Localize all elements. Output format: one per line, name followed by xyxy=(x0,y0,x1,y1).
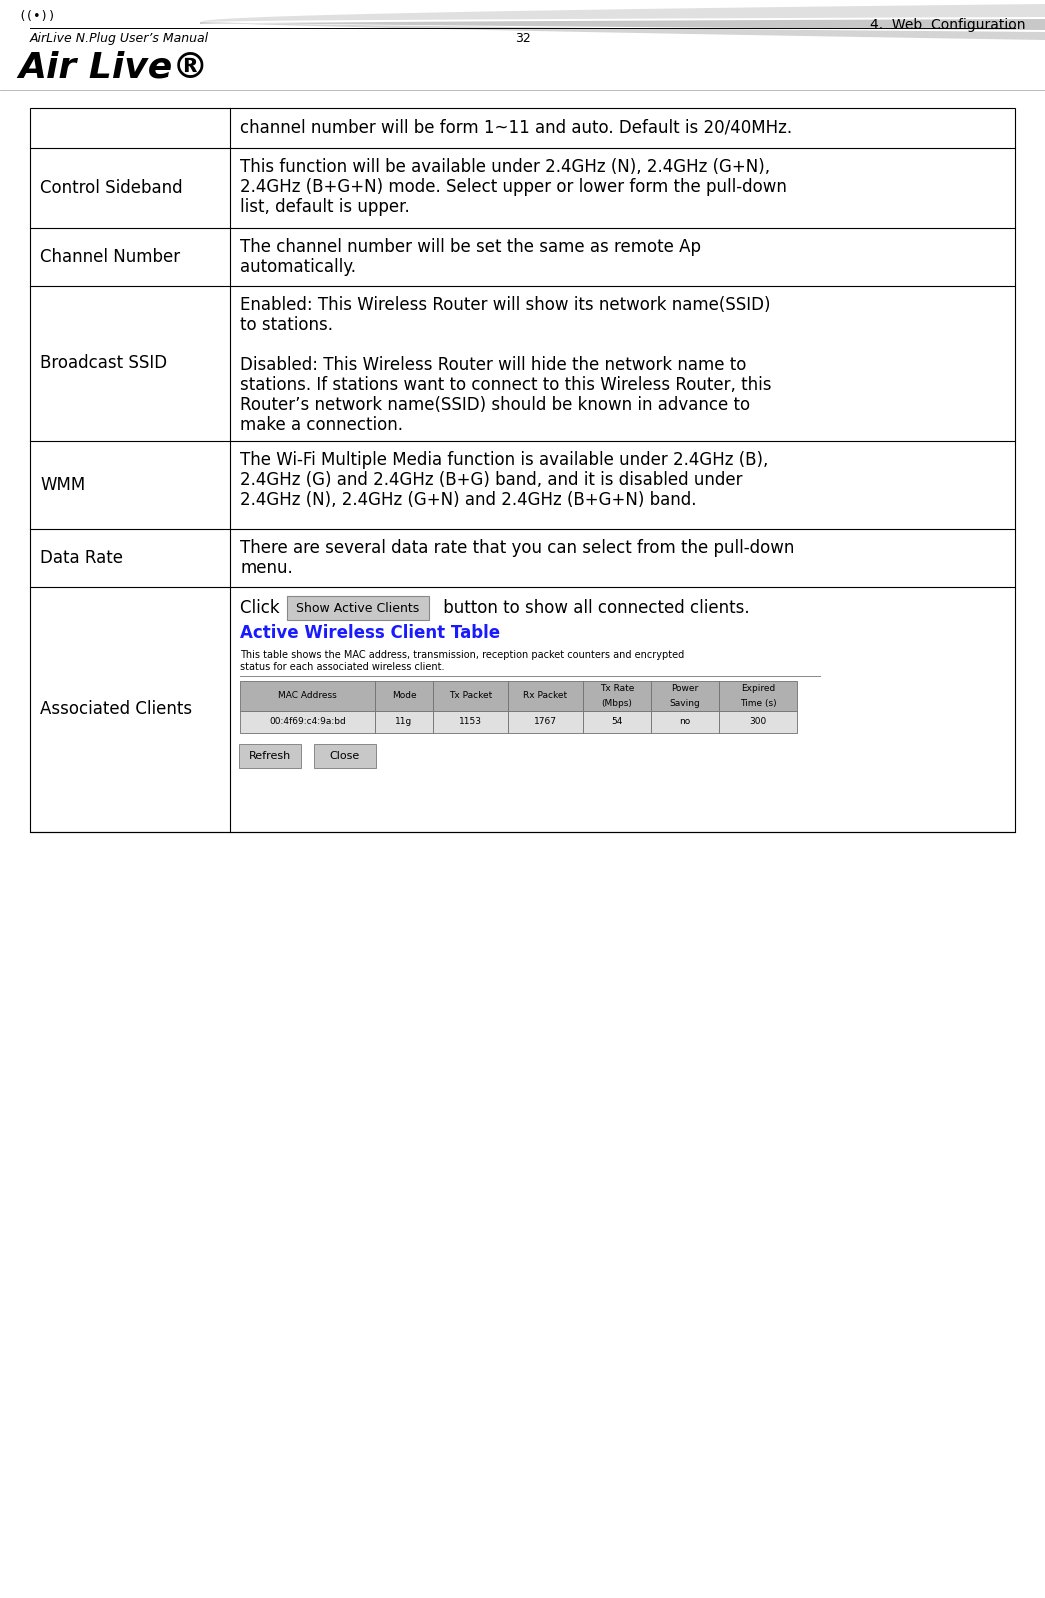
Text: list, default is upper.: list, default is upper. xyxy=(240,198,410,216)
Text: automatically.: automatically. xyxy=(240,257,356,276)
Text: Expired: Expired xyxy=(741,684,775,694)
FancyBboxPatch shape xyxy=(239,745,301,769)
Text: Air Live®: Air Live® xyxy=(18,51,208,85)
FancyBboxPatch shape xyxy=(719,711,797,733)
Text: 1153: 1153 xyxy=(459,718,482,727)
FancyBboxPatch shape xyxy=(651,711,719,733)
Polygon shape xyxy=(200,22,1045,40)
Text: menu.: menu. xyxy=(240,559,293,577)
FancyBboxPatch shape xyxy=(719,681,797,711)
Text: Power: Power xyxy=(671,684,699,694)
Text: 32: 32 xyxy=(514,32,531,45)
FancyBboxPatch shape xyxy=(508,681,583,711)
FancyBboxPatch shape xyxy=(287,596,429,620)
Text: Refresh: Refresh xyxy=(249,751,292,761)
Text: Channel Number: Channel Number xyxy=(40,248,180,265)
Text: Click: Click xyxy=(240,599,285,617)
FancyBboxPatch shape xyxy=(240,711,375,733)
Text: ((•)): ((•)) xyxy=(18,10,55,22)
FancyBboxPatch shape xyxy=(651,681,719,711)
Text: 2.4GHz (N), 2.4GHz (G+N) and 2.4GHz (B+G+N) band.: 2.4GHz (N), 2.4GHz (G+N) and 2.4GHz (B+G… xyxy=(240,491,697,510)
Text: 00:4f69:c4:9a:bd: 00:4f69:c4:9a:bd xyxy=(270,718,346,727)
Text: Mode: Mode xyxy=(392,692,416,700)
Text: Rx Packet: Rx Packet xyxy=(524,692,567,700)
Text: Tx Rate: Tx Rate xyxy=(600,684,634,694)
Text: button to show all connected clients.: button to show all connected clients. xyxy=(438,599,749,617)
Text: Show Active Clients: Show Active Clients xyxy=(297,601,420,615)
FancyBboxPatch shape xyxy=(314,745,376,769)
Text: Control Sideband: Control Sideband xyxy=(40,179,183,197)
Text: 2.4GHz (G) and 2.4GHz (B+G) band, and it is disabled under: 2.4GHz (G) and 2.4GHz (B+G) band, and it… xyxy=(240,471,743,489)
Text: Time (s): Time (s) xyxy=(740,698,776,708)
Polygon shape xyxy=(200,5,1045,22)
Text: Data Rate: Data Rate xyxy=(40,550,123,567)
Text: Active Wireless Client Table: Active Wireless Client Table xyxy=(240,623,501,642)
FancyBboxPatch shape xyxy=(375,681,433,711)
FancyBboxPatch shape xyxy=(240,681,375,711)
Text: Router’s network name(SSID) should be known in advance to: Router’s network name(SSID) should be kn… xyxy=(240,396,750,414)
Text: Associated Clients: Associated Clients xyxy=(40,700,192,719)
Text: stations. If stations want to connect to this Wireless Router, this: stations. If stations want to connect to… xyxy=(240,376,771,395)
Text: to stations.: to stations. xyxy=(240,316,333,334)
Text: 11g: 11g xyxy=(395,718,413,727)
Text: Close: Close xyxy=(330,751,361,761)
Text: This function will be available under 2.4GHz (N), 2.4GHz (G+N),: This function will be available under 2.… xyxy=(240,158,770,176)
Text: This table shows the MAC address, transmission, reception packet counters and en: This table shows the MAC address, transm… xyxy=(240,650,684,660)
Text: The channel number will be set the same as remote Ap: The channel number will be set the same … xyxy=(240,238,701,256)
Text: Tx Packet: Tx Packet xyxy=(449,692,492,700)
Polygon shape xyxy=(200,19,1045,30)
Text: Broadcast SSID: Broadcast SSID xyxy=(40,355,167,372)
Text: WMM: WMM xyxy=(40,476,86,494)
Text: (Mbps): (Mbps) xyxy=(602,698,632,708)
Text: AirLive N.Plug User’s Manual: AirLive N.Plug User’s Manual xyxy=(30,32,209,45)
FancyBboxPatch shape xyxy=(508,711,583,733)
Text: 2.4GHz (B+G+N) mode. Select upper or lower form the pull-down: 2.4GHz (B+G+N) mode. Select upper or low… xyxy=(240,177,787,197)
Text: 54: 54 xyxy=(611,718,623,727)
Text: There are several data rate that you can select from the pull-down: There are several data rate that you can… xyxy=(240,539,794,558)
FancyBboxPatch shape xyxy=(433,711,508,733)
Text: 300: 300 xyxy=(749,718,767,727)
FancyBboxPatch shape xyxy=(433,681,508,711)
FancyBboxPatch shape xyxy=(375,711,433,733)
FancyBboxPatch shape xyxy=(583,681,651,711)
Text: The Wi-Fi Multiple Media function is available under 2.4GHz (B),: The Wi-Fi Multiple Media function is ava… xyxy=(240,451,768,468)
Text: channel number will be form 1~11 and auto. Default is 20/40MHz.: channel number will be form 1~11 and aut… xyxy=(240,118,792,136)
Text: make a connection.: make a connection. xyxy=(240,415,403,435)
Text: 1767: 1767 xyxy=(534,718,557,727)
Text: Saving: Saving xyxy=(670,698,700,708)
FancyBboxPatch shape xyxy=(583,711,651,733)
Text: MAC Address: MAC Address xyxy=(278,692,336,700)
Text: 4.  Web  Configuration: 4. Web Configuration xyxy=(869,18,1025,32)
Text: status for each associated wireless client.: status for each associated wireless clie… xyxy=(240,662,444,673)
Text: Disabled: This Wireless Router will hide the network name to: Disabled: This Wireless Router will hide… xyxy=(240,356,746,374)
Text: Enabled: This Wireless Router will show its network name(SSID): Enabled: This Wireless Router will show … xyxy=(240,296,770,313)
Text: no: no xyxy=(679,718,691,727)
